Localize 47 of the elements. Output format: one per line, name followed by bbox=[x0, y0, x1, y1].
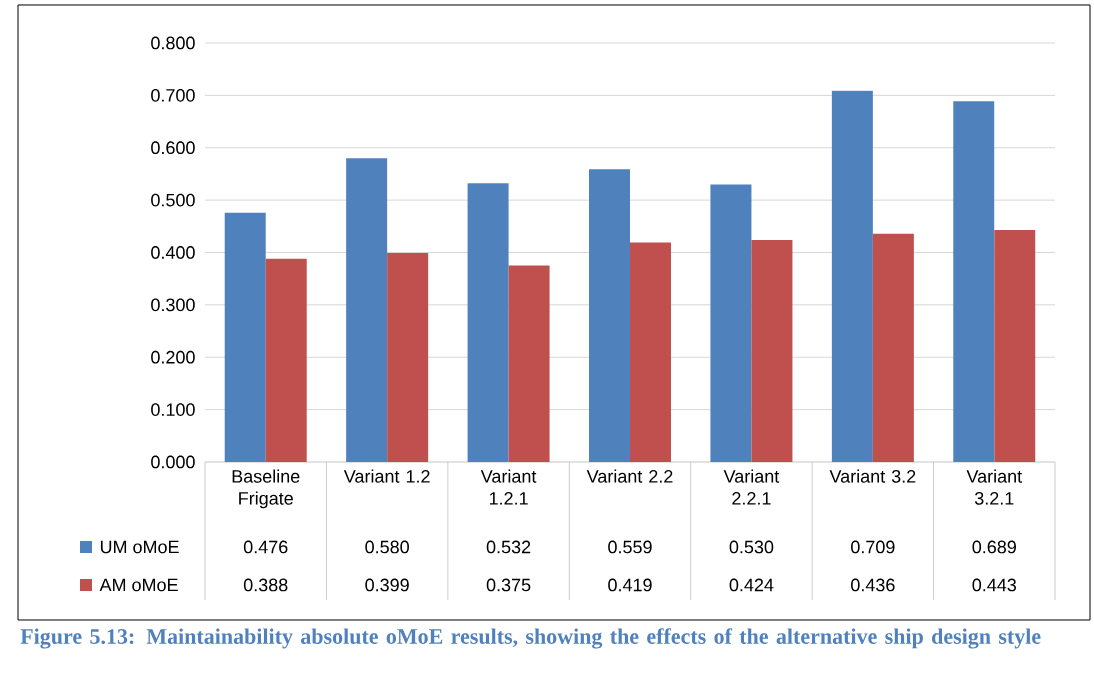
y-tick-label: 0.400 bbox=[151, 246, 195, 259]
bar bbox=[994, 229, 1036, 462]
y-tick-label: 0.000 bbox=[151, 455, 195, 469]
data-label: 0.709 bbox=[851, 540, 895, 554]
x-tick-label: Variant 3.2 bbox=[829, 469, 916, 483]
bar bbox=[265, 258, 307, 462]
bar bbox=[953, 101, 995, 462]
x-tick-label: Variant 1.2.1 bbox=[480, 469, 537, 505]
bar bbox=[224, 212, 266, 462]
bar bbox=[831, 90, 873, 462]
x-tick-label: Variant 2.2 bbox=[586, 469, 673, 483]
bar bbox=[508, 265, 550, 462]
y-tick-label: 0.800 bbox=[151, 36, 195, 50]
bar bbox=[589, 169, 631, 462]
legend-label: AM oMoE bbox=[99, 578, 178, 592]
bar bbox=[467, 183, 509, 462]
y-tick-label: 0.100 bbox=[151, 403, 195, 416]
bar bbox=[872, 233, 914, 462]
data-label: 0.388 bbox=[243, 578, 288, 592]
data-label: 0.530 bbox=[729, 540, 774, 554]
data-label: 0.424 bbox=[729, 578, 774, 592]
y-tick-label: 0.700 bbox=[151, 88, 195, 102]
bar bbox=[751, 239, 793, 462]
bar bbox=[387, 253, 429, 462]
x-tick-label: Variant 3.2.1 bbox=[966, 469, 1022, 505]
data-label: 0.419 bbox=[608, 578, 652, 592]
legend-label: UM oMoE bbox=[100, 540, 179, 554]
x-tick-label: Variant 2.2.1 bbox=[723, 469, 780, 505]
data-label: 0.476 bbox=[243, 540, 288, 554]
caption: Figure 5.13: Maintainability absolute oMoE results, showing the effects of the alternative ship design style bbox=[20, 628, 1041, 649]
data-label: 0.443 bbox=[972, 578, 1017, 592]
bar bbox=[346, 158, 388, 462]
data-label: 0.436 bbox=[851, 578, 895, 592]
data-label: 0.375 bbox=[486, 578, 531, 592]
x-tick-label: Variant 1.2 bbox=[343, 469, 430, 483]
y-tick-label: 0.500 bbox=[151, 193, 195, 207]
data-label: 0.689 bbox=[972, 540, 1016, 554]
x-tick-label: Baseline Frigate bbox=[232, 469, 300, 509]
data-label: 0.580 bbox=[365, 540, 409, 554]
bar bbox=[630, 242, 672, 462]
y-tick-label: 0.300 bbox=[151, 298, 195, 312]
y-tick-label: 0.600 bbox=[151, 141, 195, 155]
data-label: 0.532 bbox=[486, 540, 531, 554]
data-label: 0.399 bbox=[365, 578, 409, 592]
data-label: 0.559 bbox=[608, 540, 652, 554]
bar bbox=[710, 184, 752, 462]
y-tick-label: 0.200 bbox=[151, 350, 195, 364]
